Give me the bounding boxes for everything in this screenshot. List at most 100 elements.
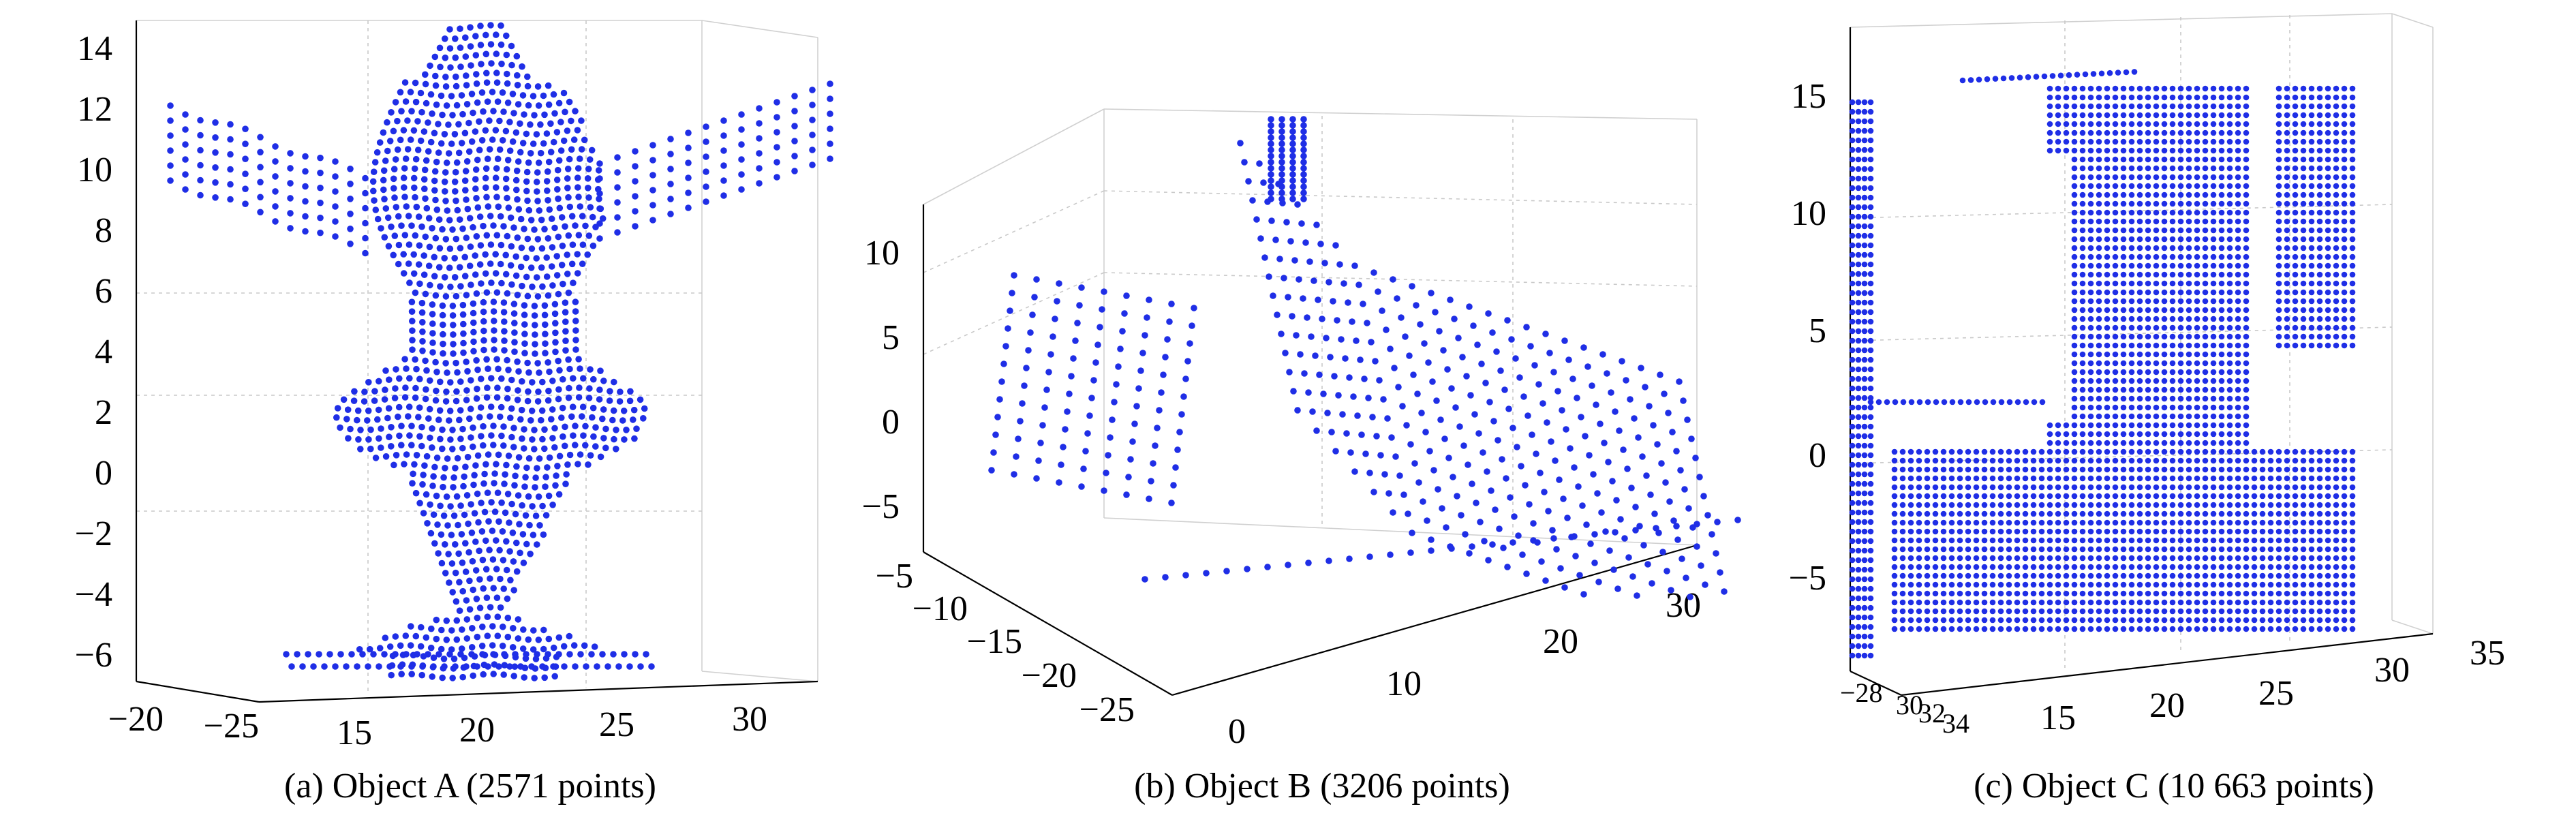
scatter-point — [449, 589, 456, 596]
scatter-point — [403, 451, 410, 458]
scatter-point — [2349, 342, 2356, 349]
scatter-point — [197, 147, 204, 154]
scatter-point — [2177, 316, 2184, 322]
scatter-point — [1940, 528, 1947, 535]
scatter-point — [1473, 500, 1479, 506]
scatter-point — [2153, 245, 2160, 251]
scatter-point — [2308, 138, 2315, 145]
scatter-point — [2022, 502, 2029, 508]
scatter-point — [585, 185, 592, 191]
scatter-point — [2333, 209, 2340, 216]
scatter-point — [2259, 555, 2266, 562]
scatter-point — [579, 403, 587, 410]
scatter-point — [227, 121, 234, 128]
scatter-point — [1861, 633, 1868, 640]
scatter-point — [1981, 608, 1988, 615]
scatter-point — [451, 274, 459, 281]
scatter-point — [1368, 339, 1375, 346]
scatter-point — [2177, 245, 2184, 251]
scatter-point — [2341, 147, 2348, 154]
scatter-point — [1335, 392, 1342, 399]
scatter-point — [1436, 328, 1443, 335]
scatter-point — [429, 311, 436, 318]
scatter-point — [1052, 316, 1058, 322]
scatter-point — [1965, 457, 1972, 464]
scatter-point — [476, 414, 483, 420]
scatter-point — [2104, 608, 2111, 615]
scatter-point — [2243, 466, 2250, 473]
scatter-point — [472, 166, 480, 173]
scatter-point — [1260, 179, 1267, 186]
scatter-point — [1940, 519, 1947, 526]
scatter-point — [468, 651, 475, 658]
scatter-point — [540, 531, 547, 538]
scatter-point — [2071, 431, 2078, 438]
scatter-point — [2284, 466, 2290, 473]
scatter-point — [538, 264, 545, 271]
scatter-point — [456, 216, 463, 224]
scatter-point — [496, 547, 503, 554]
scatter-point — [477, 22, 484, 29]
scatter-point — [2087, 581, 2094, 588]
scatter-point — [1932, 457, 1939, 464]
scatter-point — [1409, 530, 1415, 536]
scatter-point — [2145, 448, 2151, 455]
scatter-point — [2079, 386, 2086, 393]
scatter-point — [2096, 342, 2102, 349]
scatter-point — [2235, 298, 2241, 305]
scatter-point — [2161, 608, 2168, 615]
scatter-point — [1899, 448, 1906, 455]
scatter-point — [2030, 519, 2037, 526]
scatter-point — [2226, 112, 2233, 119]
scatter-point — [2210, 457, 2217, 464]
scatter-point — [1965, 537, 1972, 544]
scatter-point — [2226, 431, 2233, 438]
scatter-point — [992, 431, 999, 438]
scatter-point — [1855, 519, 1862, 525]
scatter-point — [2177, 351, 2184, 358]
scatter-point — [504, 80, 511, 87]
scatter-point — [2071, 156, 2078, 163]
scatter-point — [1861, 204, 1868, 211]
scatter-point — [1270, 292, 1276, 299]
scatter-point — [1062, 426, 1069, 433]
scatter-point — [433, 158, 440, 166]
scatter-point — [385, 243, 393, 250]
panel-c-points — [1849, 69, 2356, 659]
scatter-point — [2079, 289, 2086, 296]
scatter-point — [1593, 401, 1599, 408]
scatter-point — [2349, 138, 2356, 145]
scatter-point — [2235, 590, 2241, 597]
scatter-point — [2063, 519, 2070, 526]
scatter-point — [2226, 85, 2233, 92]
scatter-point — [542, 350, 549, 356]
scatter-point — [468, 644, 476, 651]
scatter-point — [1997, 484, 2004, 491]
scatter-point — [2087, 333, 2094, 340]
scatter-point — [773, 99, 780, 106]
scatter-point — [1347, 449, 1354, 456]
scatter-point — [551, 110, 558, 117]
scatter-point — [1384, 415, 1391, 422]
scatter-point — [470, 443, 476, 450]
scatter-point — [2022, 448, 2029, 455]
scatter-point — [2243, 333, 2250, 340]
scatter-point — [332, 203, 339, 210]
scatter-point — [2177, 395, 2184, 402]
scatter-point — [2210, 183, 2217, 189]
scatter-point — [502, 471, 508, 478]
scatter-point — [2112, 546, 2119, 553]
scatter-point — [1849, 108, 1856, 115]
scatter-point — [519, 502, 525, 509]
scatter-point — [637, 396, 644, 403]
scatter-point — [451, 255, 458, 262]
scatter-point — [1916, 484, 1922, 491]
scatter-point — [2349, 528, 2356, 535]
scatter-point — [1305, 389, 1312, 396]
scatter-point — [432, 196, 439, 204]
scatter-point — [2006, 528, 2012, 535]
scatter-point — [2071, 200, 2078, 207]
scatter-point — [433, 387, 440, 395]
scatter-point — [2226, 298, 2233, 305]
scatter-point — [2055, 422, 2061, 429]
